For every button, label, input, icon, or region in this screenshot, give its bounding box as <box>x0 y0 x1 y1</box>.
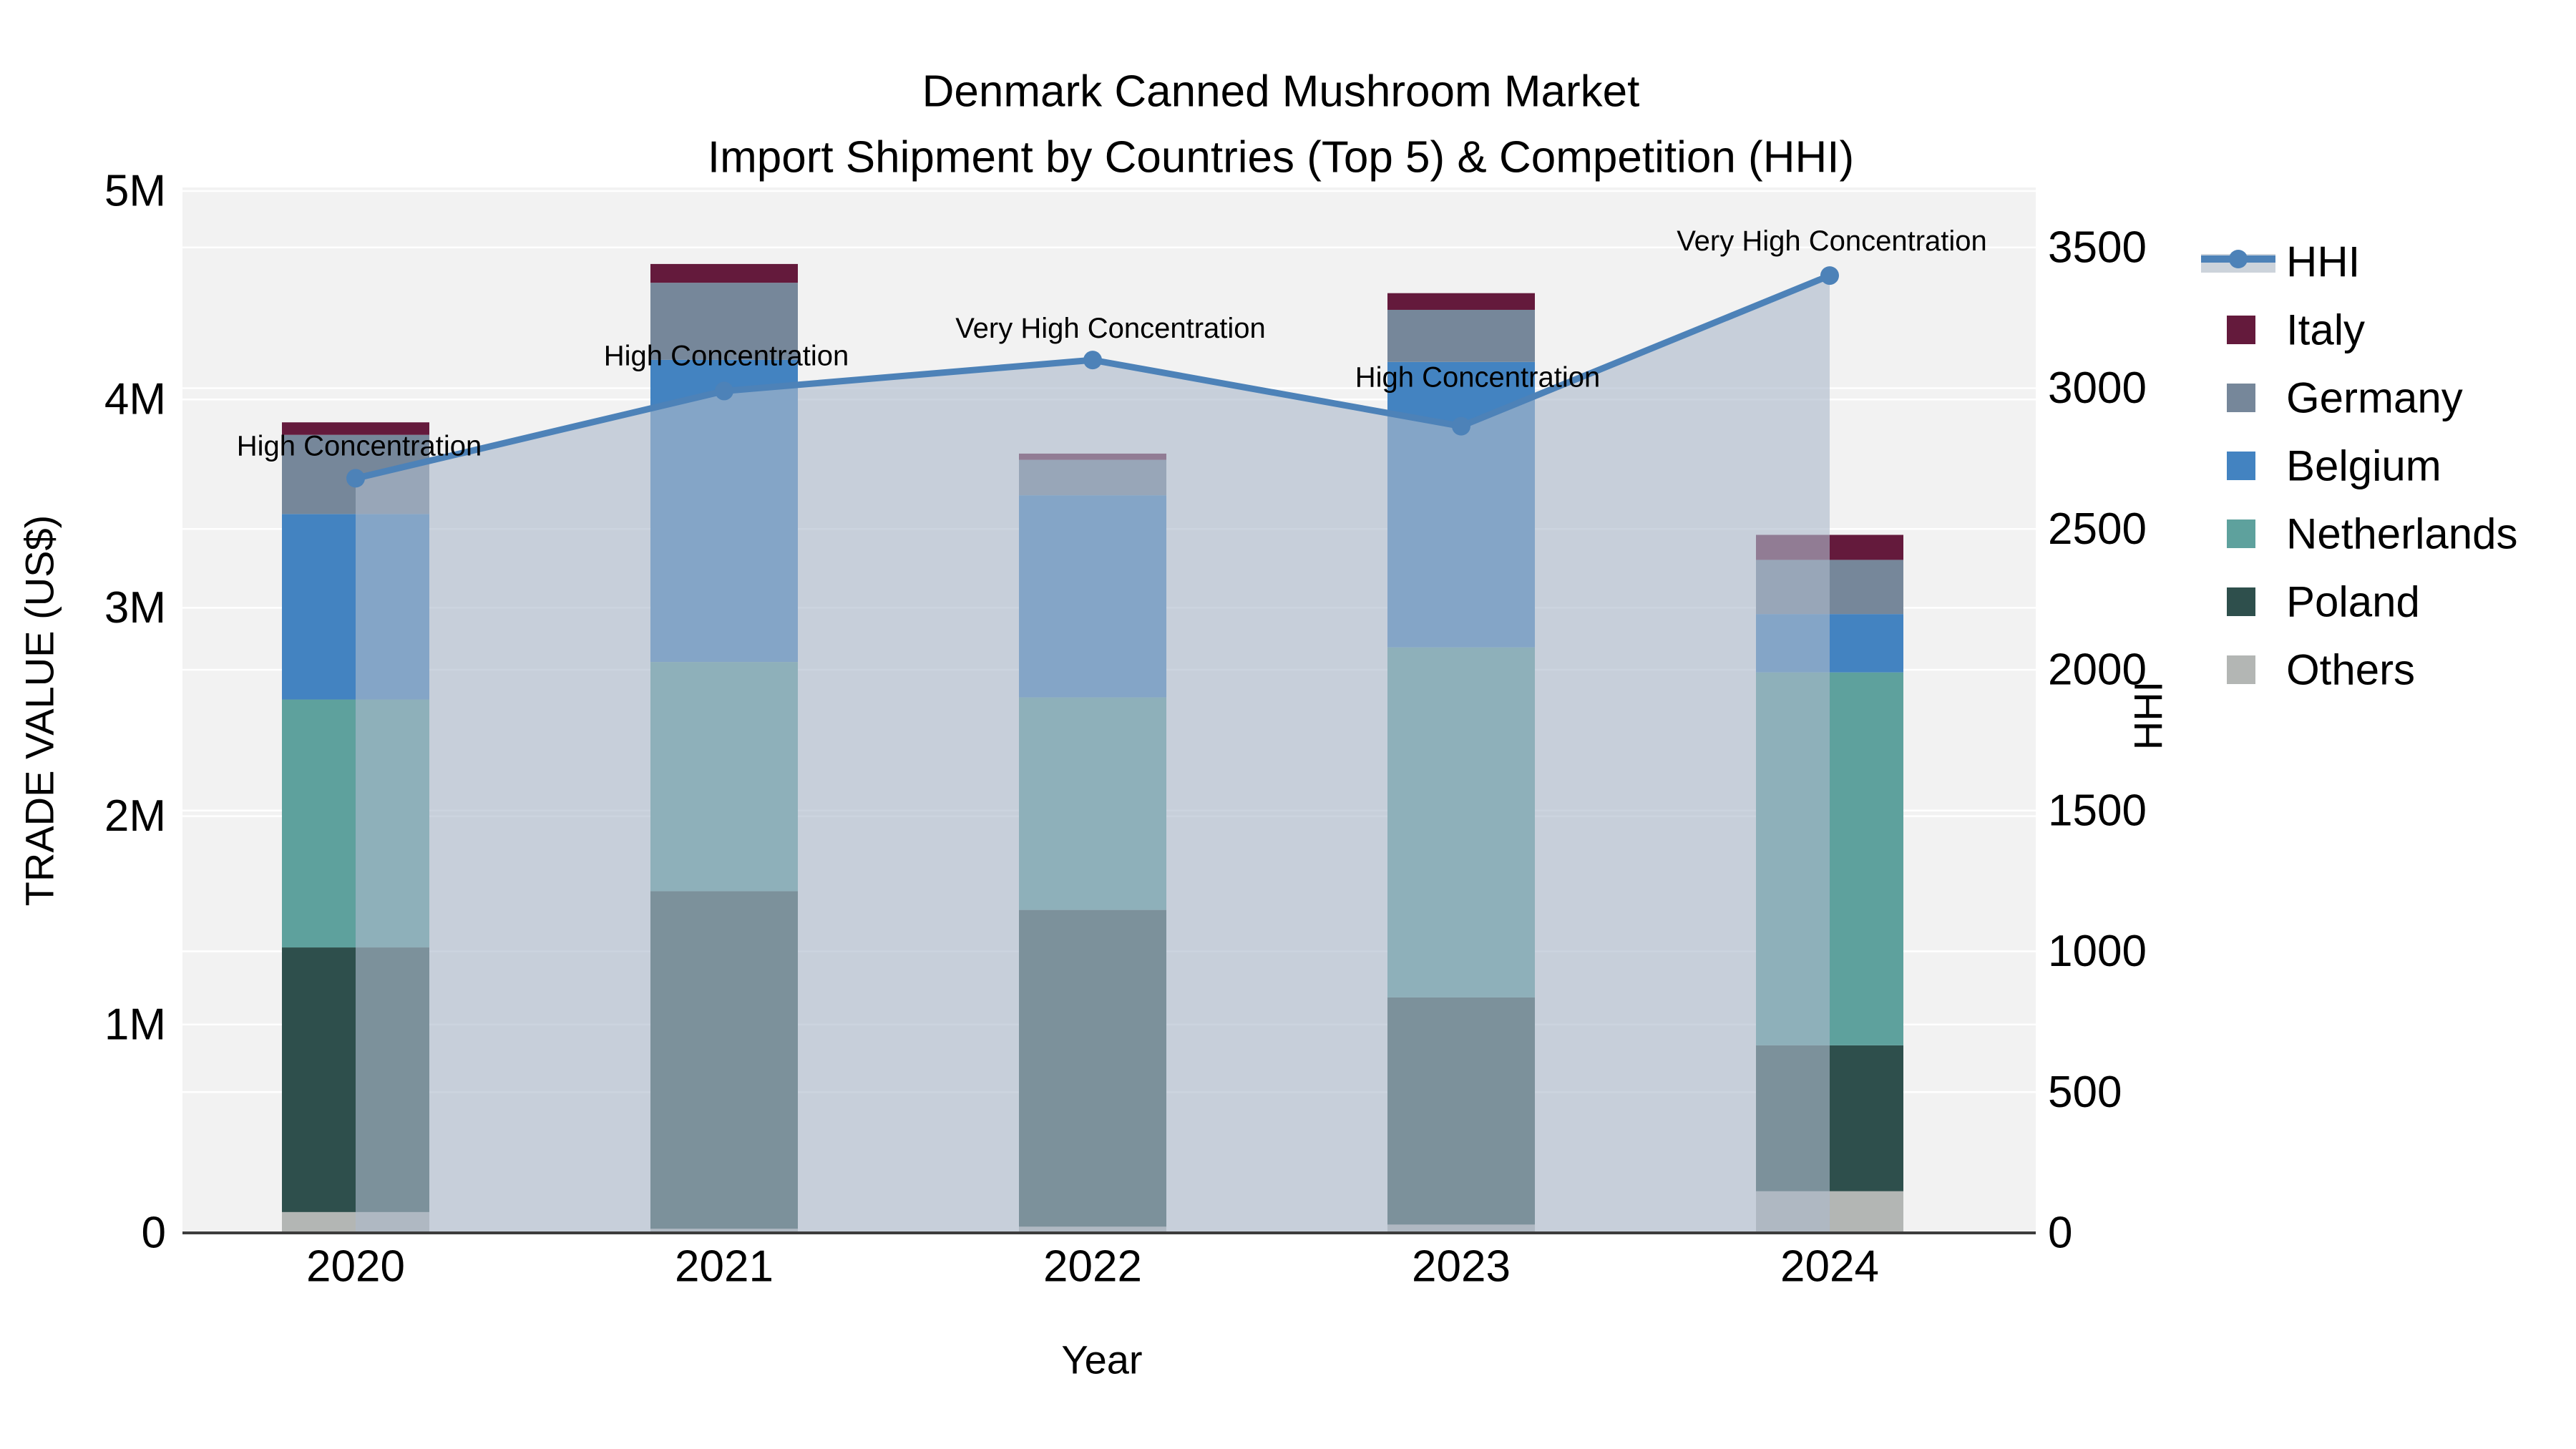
x-axis-title: Year <box>1061 1337 1142 1382</box>
legend-label-hhi: HHI <box>2286 238 2360 286</box>
hhi-point-2022 <box>1083 351 1102 370</box>
y-right-tick-1000: 1000 <box>2048 927 2147 976</box>
legend-item-others: Others <box>2227 646 2415 694</box>
hhi-point-2024 <box>1820 266 1839 286</box>
legend-label-germany: Germany <box>2286 374 2463 422</box>
bar-segment-2023-italy <box>1387 293 1535 310</box>
legend-label-poland: Poland <box>2286 578 2420 626</box>
y-right-tick-0: 0 <box>2048 1209 2072 1258</box>
chart-title-line1: Denmark Canned Mushroom Market <box>922 67 1640 117</box>
legend-item-belgium: Belgium <box>2227 442 2441 490</box>
bar-segment-2023-germany <box>1387 309 1535 362</box>
legend-item-italy: Italy <box>2227 306 2365 354</box>
x-tick-2024: 2024 <box>1780 1242 1879 1292</box>
y-left-tick-3M: 3M <box>104 583 166 633</box>
y-left-tick-2M: 2M <box>104 791 166 841</box>
legend-swatch-germany <box>2227 384 2255 412</box>
x-tick-2021: 2021 <box>675 1242 774 1292</box>
y-right-tick-1500: 1500 <box>2048 786 2147 835</box>
hhi-area <box>356 275 1830 1234</box>
x-tick-2020: 2020 <box>306 1242 405 1292</box>
annotation-2022: Very High Concentration <box>955 313 1266 344</box>
hhi-point-2021 <box>715 381 733 401</box>
annotation-2024: Very High Concentration <box>1677 225 1987 257</box>
legend-item-germany: Germany <box>2227 374 2463 422</box>
annotation-2020: High Concentration <box>237 430 482 462</box>
legend-label-others: Others <box>2286 646 2415 694</box>
y-right-tick-500: 500 <box>2048 1068 2122 1117</box>
x-tick-2022: 2022 <box>1043 1242 1142 1292</box>
x-tick-2023: 2023 <box>1412 1242 1511 1292</box>
annotation-2023: High Concentration <box>1355 362 1600 394</box>
bar-segment-2020-italy <box>282 422 429 435</box>
y-left-tick-5M: 5M <box>104 167 166 216</box>
hhi-point-2023 <box>1452 416 1470 436</box>
legend-swatch-netherlands <box>2227 519 2255 548</box>
y-left-axis-title: TRADE VALUE (US$) <box>17 515 62 907</box>
bar-segment-2021-germany <box>650 283 798 360</box>
y-left-tick-1M: 1M <box>104 1000 166 1049</box>
y-left-tick-4M: 4M <box>104 375 166 424</box>
y-right-tick-2000: 2000 <box>2048 645 2147 695</box>
legend-swatch-belgium <box>2227 452 2255 480</box>
y-right-tick-3000: 3000 <box>2048 364 2147 413</box>
y-right-tick-2500: 2500 <box>2048 504 2147 554</box>
legend-swatch-poland <box>2227 587 2255 616</box>
y-left-tick-0: 0 <box>142 1209 166 1258</box>
chart-title-line2: Import Shipment by Countries (Top 5) & C… <box>708 133 1854 182</box>
legend-label-italy: Italy <box>2286 306 2365 354</box>
hhi-point-2020 <box>346 469 365 488</box>
legend-swatch-italy <box>2227 316 2255 344</box>
legend-label-netherlands: Netherlands <box>2286 510 2518 558</box>
annotation-2021: High Concentration <box>604 340 849 371</box>
legend-hhi-marker <box>2229 250 2248 268</box>
legend-item-poland: Poland <box>2227 578 2420 626</box>
bar-segment-2021-italy <box>650 263 798 283</box>
legend-item-netherlands: Netherlands <box>2227 510 2518 558</box>
y-right-axis-title: HHI <box>2126 681 2171 750</box>
legend-label-belgium: Belgium <box>2286 442 2441 490</box>
legend-swatch-others <box>2227 655 2255 684</box>
legend-item-hhi: HHI <box>2201 238 2360 286</box>
y-right-tick-3500: 3500 <box>2048 223 2147 272</box>
